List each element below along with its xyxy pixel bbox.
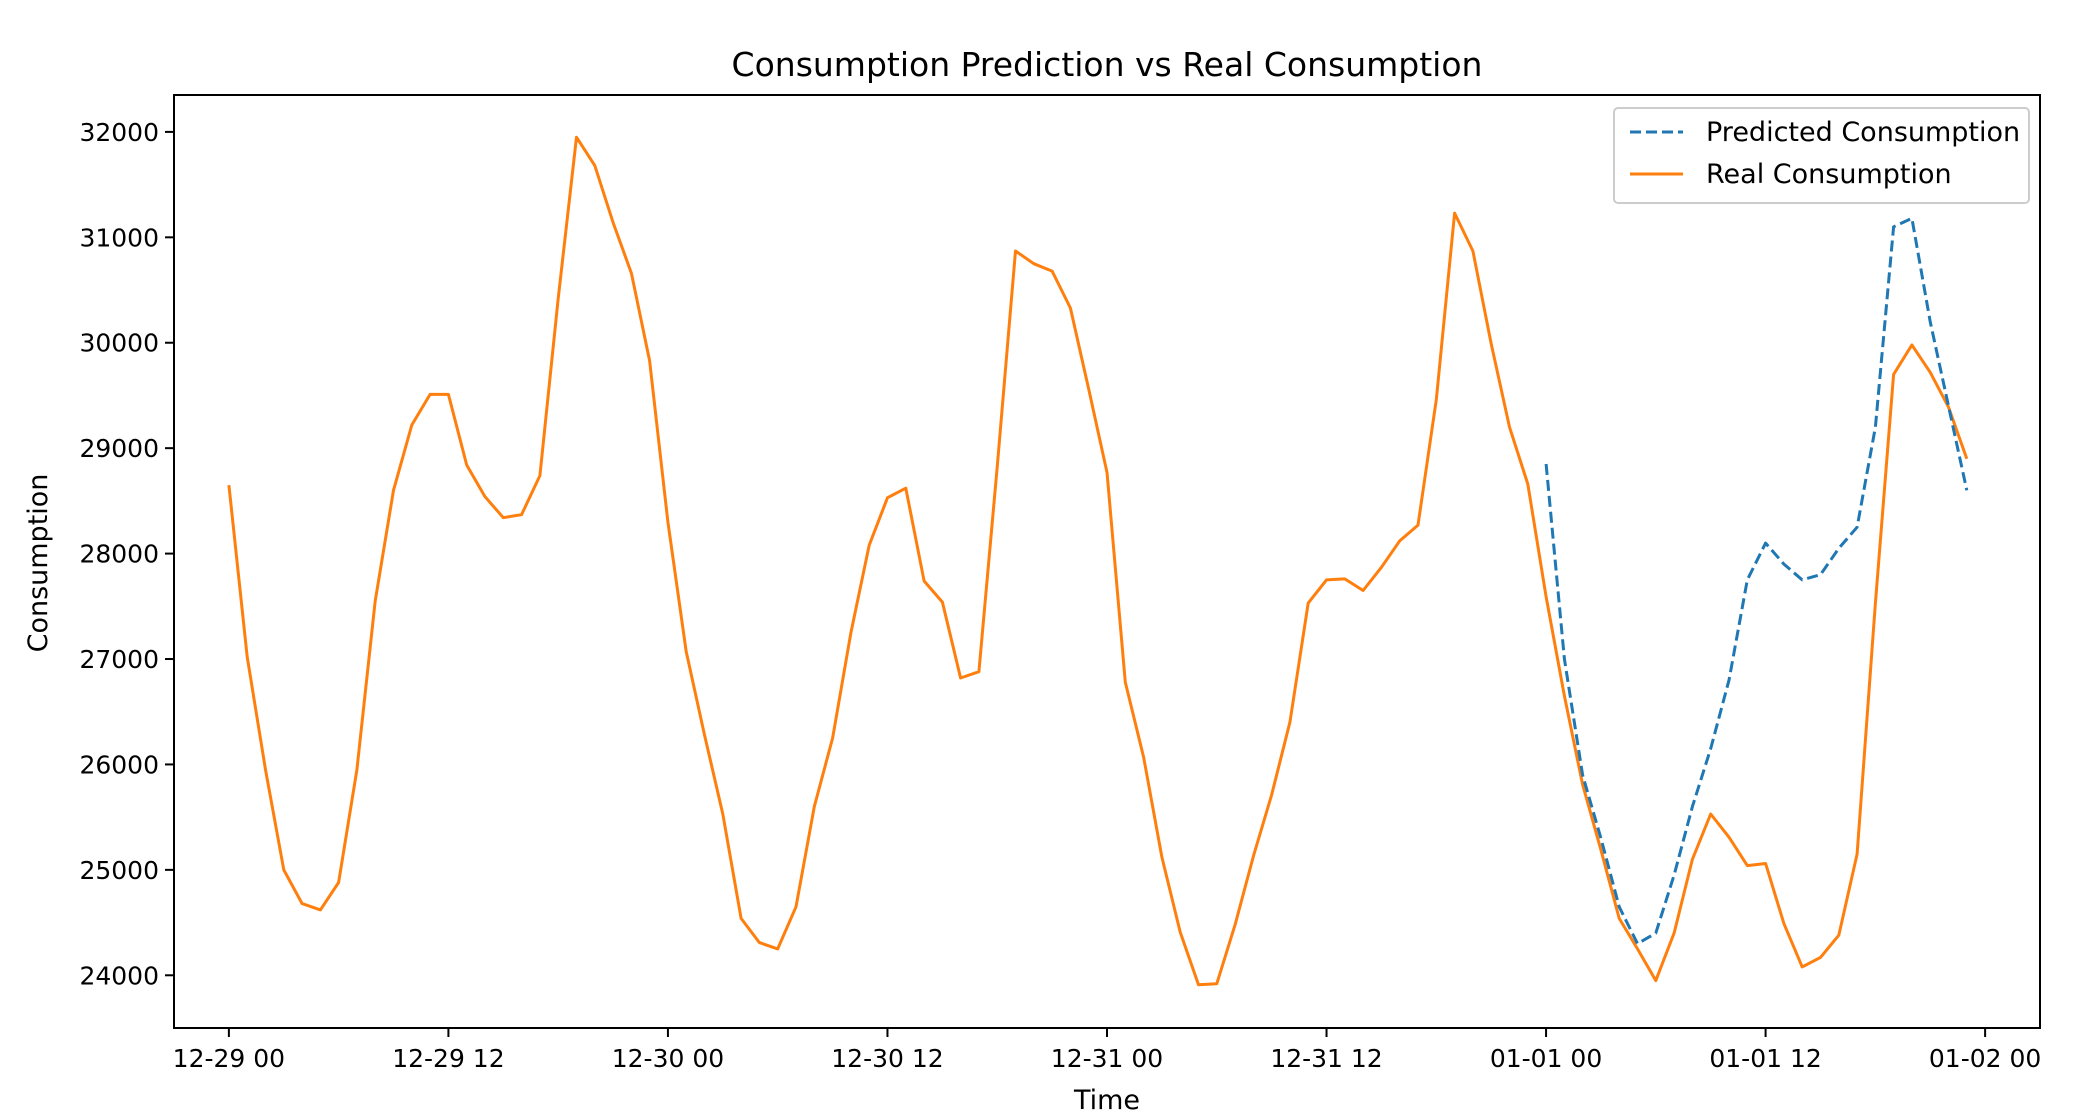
x-tick-label: 01-02 00 <box>1929 1044 2041 1073</box>
y-axis: 24000 25000 26000 27000 28000 29000 30000 31000… <box>79 118 174 990</box>
y-tick-label: 24000 <box>79 961 159 990</box>
plot-area <box>173 94 2041 1029</box>
x-tick-label: 12-29 00 <box>173 1044 285 1073</box>
y-tick-label: 27000 <box>79 645 159 674</box>
x-tick-label: 12-29 12 <box>392 1044 504 1073</box>
y-tick-label: 25000 <box>79 856 159 885</box>
x-tick-label: 01-01 00 <box>1490 1044 1602 1073</box>
legend: Predicted Consumption Real Consumption <box>1613 107 2030 204</box>
x-axis-label: Time <box>1073 1085 1140 1116</box>
y-tick-label: 30000 <box>79 329 159 358</box>
legend-box <box>1613 107 2030 204</box>
y-tick-label: 32000 <box>79 118 159 147</box>
x-axis: 12-29 00 12-29 12 12-30 00 12-30 12 12-31 00… <box>173 1028 2041 1073</box>
x-tick-label: 12-31 00 <box>1051 1044 1163 1073</box>
legend-label-real-consumption: Real Consumption <box>1706 159 1952 190</box>
series-line-predicted-consumption <box>1544 216 1969 946</box>
y-tick-label: 26000 <box>79 750 159 779</box>
x-tick-label: 12-30 00 <box>612 1044 724 1073</box>
series-layer <box>227 135 1969 987</box>
y-tick-label: 29000 <box>79 434 159 463</box>
x-tick-label: 12-30 12 <box>831 1044 943 1073</box>
y-tick-label: 28000 <box>79 540 159 569</box>
x-tick-label: 12-31 12 <box>1270 1044 1382 1073</box>
y-tick-label: 31000 <box>79 223 159 252</box>
legend-label-predicted-consumption: Predicted Consumption <box>1706 117 2020 148</box>
x-tick-label: 01-01 12 <box>1709 1044 1821 1073</box>
chart-title: Consumption Prediction vs Real Consumpti… <box>732 45 1483 84</box>
series-line-real-consumption <box>227 135 1969 987</box>
y-axis-label: Consumption <box>23 474 54 653</box>
